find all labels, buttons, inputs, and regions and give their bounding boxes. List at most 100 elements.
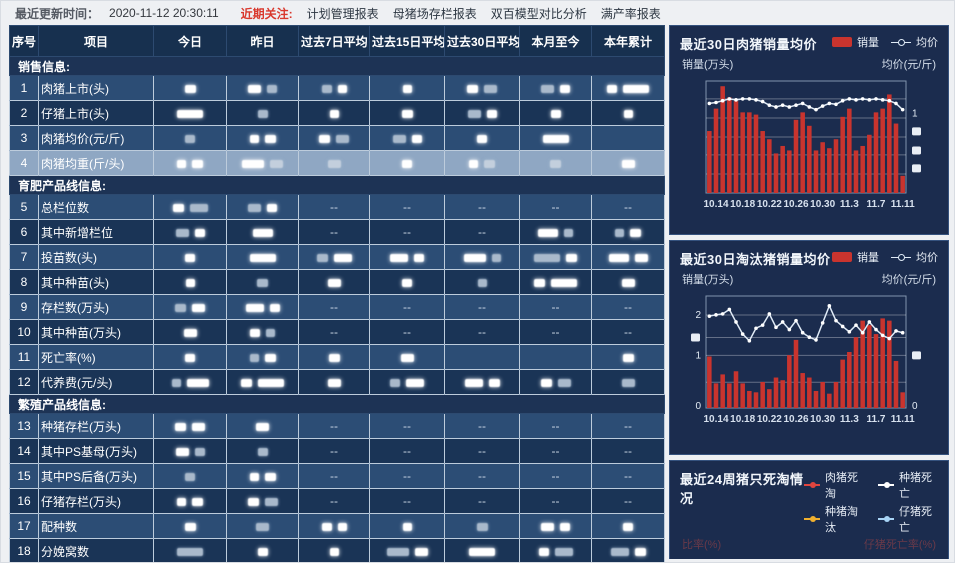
redacted-value-cell — [226, 413, 299, 439]
redacted-value-blob — [336, 134, 349, 143]
redacted-value-cell — [369, 150, 445, 176]
redacted-value-blob — [402, 522, 412, 531]
redacted-value-blob — [264, 134, 276, 143]
column-header: 今日 — [153, 25, 227, 57]
legend-item-sales[interactable]: 销量 — [832, 249, 879, 265]
redacted-value-blob — [192, 159, 203, 168]
table-row[interactable]: 14 其中PS基母(万头) -- -- -- -- -- — [9, 438, 665, 464]
empty-value-cell: -- — [298, 438, 370, 464]
legend-item-avg-price[interactable]: 均价 — [891, 249, 938, 265]
redacted-value-cell — [591, 75, 665, 101]
legend-item-仔猪死亡[interactable]: 仔猪死亡 — [878, 503, 938, 535]
redacted-value-blob — [402, 84, 412, 93]
redacted-value-blob — [630, 228, 641, 237]
redacted-value-blob — [257, 547, 268, 556]
svg-text:10.26: 10.26 — [783, 414, 808, 425]
row-number: 6 — [9, 219, 39, 245]
redacted-value-blob — [175, 422, 186, 431]
redacted-value-blob — [264, 497, 278, 506]
tab-double-hundred-model-analysis[interactable]: 双百模型对比分析 — [490, 6, 587, 21]
redacted-value-cell — [226, 194, 299, 220]
redacted-value-blob — [554, 547, 573, 556]
redacted-value-cell — [226, 125, 299, 151]
redacted-value-cell — [369, 344, 445, 370]
tab-sow-farm-inventory-report[interactable]: 母猪场存栏报表 — [392, 6, 477, 21]
table-row[interactable]: 12 代养费(元/头) — [9, 369, 665, 395]
redacted-value-cell — [591, 344, 665, 370]
redacted-value-blob — [177, 547, 203, 556]
table-row[interactable]: 8 其中种苗(头) — [9, 269, 665, 295]
redacted-value-blob — [622, 353, 634, 362]
redacted-value-blob — [249, 353, 259, 362]
redacted-value-cell — [153, 125, 227, 151]
redacted-value-blob — [327, 159, 341, 168]
row-item-label: 肉猪均重(斤/头) — [38, 150, 154, 176]
pig-sales-price-chart[interactable]: 10.14 10.18 10.22 10.26 10.30 11.3 11.7 11.11 1 — [680, 73, 938, 223]
table-row[interactable]: 2 仔猪上市(头) — [9, 100, 665, 126]
table-row[interactable]: 11 死亡率(%) — [9, 344, 665, 370]
row-number: 18 — [9, 538, 39, 562]
table-header-row: 序号 项目 今日 昨日 过去7日平均 过去15日平均 过去30日平均 本月至今 本年累计 — [9, 25, 665, 57]
legend-item-肉猪死淘[interactable]: 肉猪死淘 — [804, 469, 864, 501]
tab-full-capacity-report[interactable]: 满产率报表 — [600, 6, 661, 21]
redacted-value-blob — [486, 109, 497, 118]
redacted-value-blob — [477, 278, 487, 287]
table-row[interactable]: 9 存栏数(万头) -- -- -- -- -- — [9, 294, 665, 320]
row-item-label: 分娩窝数 — [38, 538, 154, 562]
redacted-value-cell — [226, 538, 299, 562]
cull-pig-sales-price-chart[interactable]: 10.14 10.18 10.22 10.26 10.30 11.3 11.7 11.11 2 1… — [680, 288, 938, 438]
redacted-value-blob — [623, 84, 649, 93]
table-row[interactable]: 16 仔猪存栏(万头) -- -- -- -- -- — [9, 488, 665, 514]
redacted-value-blob — [257, 447, 268, 456]
chart-title: 最近24周猪只死淘情况 — [680, 472, 804, 506]
legend-item-种猪死亡[interactable]: 种猪死亡 — [878, 469, 938, 501]
svg-text:10.26: 10.26 — [783, 199, 808, 210]
redacted-value-blob — [192, 497, 203, 506]
line-dot-swatch-icon — [878, 516, 894, 522]
redacted-value-cell — [591, 150, 665, 176]
empty-value-cell: -- — [519, 463, 592, 489]
tab-plan-report[interactable]: 计划管理报表 — [306, 6, 379, 21]
redacted-value-cell — [444, 244, 520, 270]
svg-text:10.18: 10.18 — [730, 199, 755, 210]
y-left-label: 销量(万头) — [682, 274, 734, 286]
redacted-value-blob — [264, 353, 276, 362]
redacted-value-blob — [329, 547, 339, 556]
table-row[interactable]: 6 其中新增栏位 -- -- -- — [9, 219, 665, 245]
chart-legend: 销量 均价 — [832, 249, 938, 265]
redacted-value-cell — [519, 244, 592, 270]
table-row[interactable]: 7 投苗数(头) — [9, 244, 665, 270]
redacted-value-blob — [248, 203, 261, 212]
redacted-value-cell — [153, 413, 227, 439]
legend-item-种猪淘汰[interactable]: 种猪淘汰 — [804, 503, 864, 535]
section-header-row: 销售信息: — [9, 56, 665, 76]
table-row[interactable]: 5 总栏位数 -- -- -- -- -- — [9, 194, 665, 220]
redacted-value-cell — [298, 100, 370, 126]
line-dot-swatch-icon — [804, 482, 820, 488]
empty-value-cell: -- — [298, 488, 370, 514]
redacted-value-cell — [153, 438, 227, 464]
legend-item-sales[interactable]: 销量 — [832, 34, 879, 50]
table-row[interactable]: 13 种猪存栏(万头) -- -- -- -- -- — [9, 413, 665, 439]
redacted-value-cell — [444, 269, 520, 295]
table-row[interactable]: 18 分娩窝数 — [9, 538, 665, 562]
redacted-value-blob — [538, 228, 558, 237]
row-item-label: 其中种苗(万头) — [38, 319, 154, 345]
table-row[interactable]: 15 其中PS后备(万头) -- -- -- -- -- — [9, 463, 665, 489]
table-row[interactable]: 10 其中种苗(万头) -- -- -- -- -- — [9, 319, 665, 345]
death-cull-chart[interactable]: 2.521.51086 — [680, 553, 938, 559]
redacted-value-blob — [185, 134, 195, 143]
empty-value-cell: -- — [369, 438, 445, 464]
axis-labels: 销量(万头) 均价(元/斤) — [680, 268, 938, 288]
redacted-value-cell — [298, 125, 370, 151]
table-row[interactable]: 1 肉猪上市(头) — [9, 75, 665, 101]
y-left-label: 比率(%) — [682, 539, 722, 551]
redacted-value-cell — [444, 369, 520, 395]
legend-item-avg-price[interactable]: 均价 — [891, 34, 938, 50]
table-row[interactable]: 17 配种数 — [9, 513, 665, 539]
redacted-value-blob — [557, 378, 571, 387]
table-row[interactable]: 4 肉猪均重(斤/头) — [9, 150, 665, 176]
redacted-value-blob — [175, 447, 189, 456]
table-row[interactable]: 3 肉猪均价(元/斤) — [9, 125, 665, 151]
redacted-value-cell — [226, 244, 299, 270]
